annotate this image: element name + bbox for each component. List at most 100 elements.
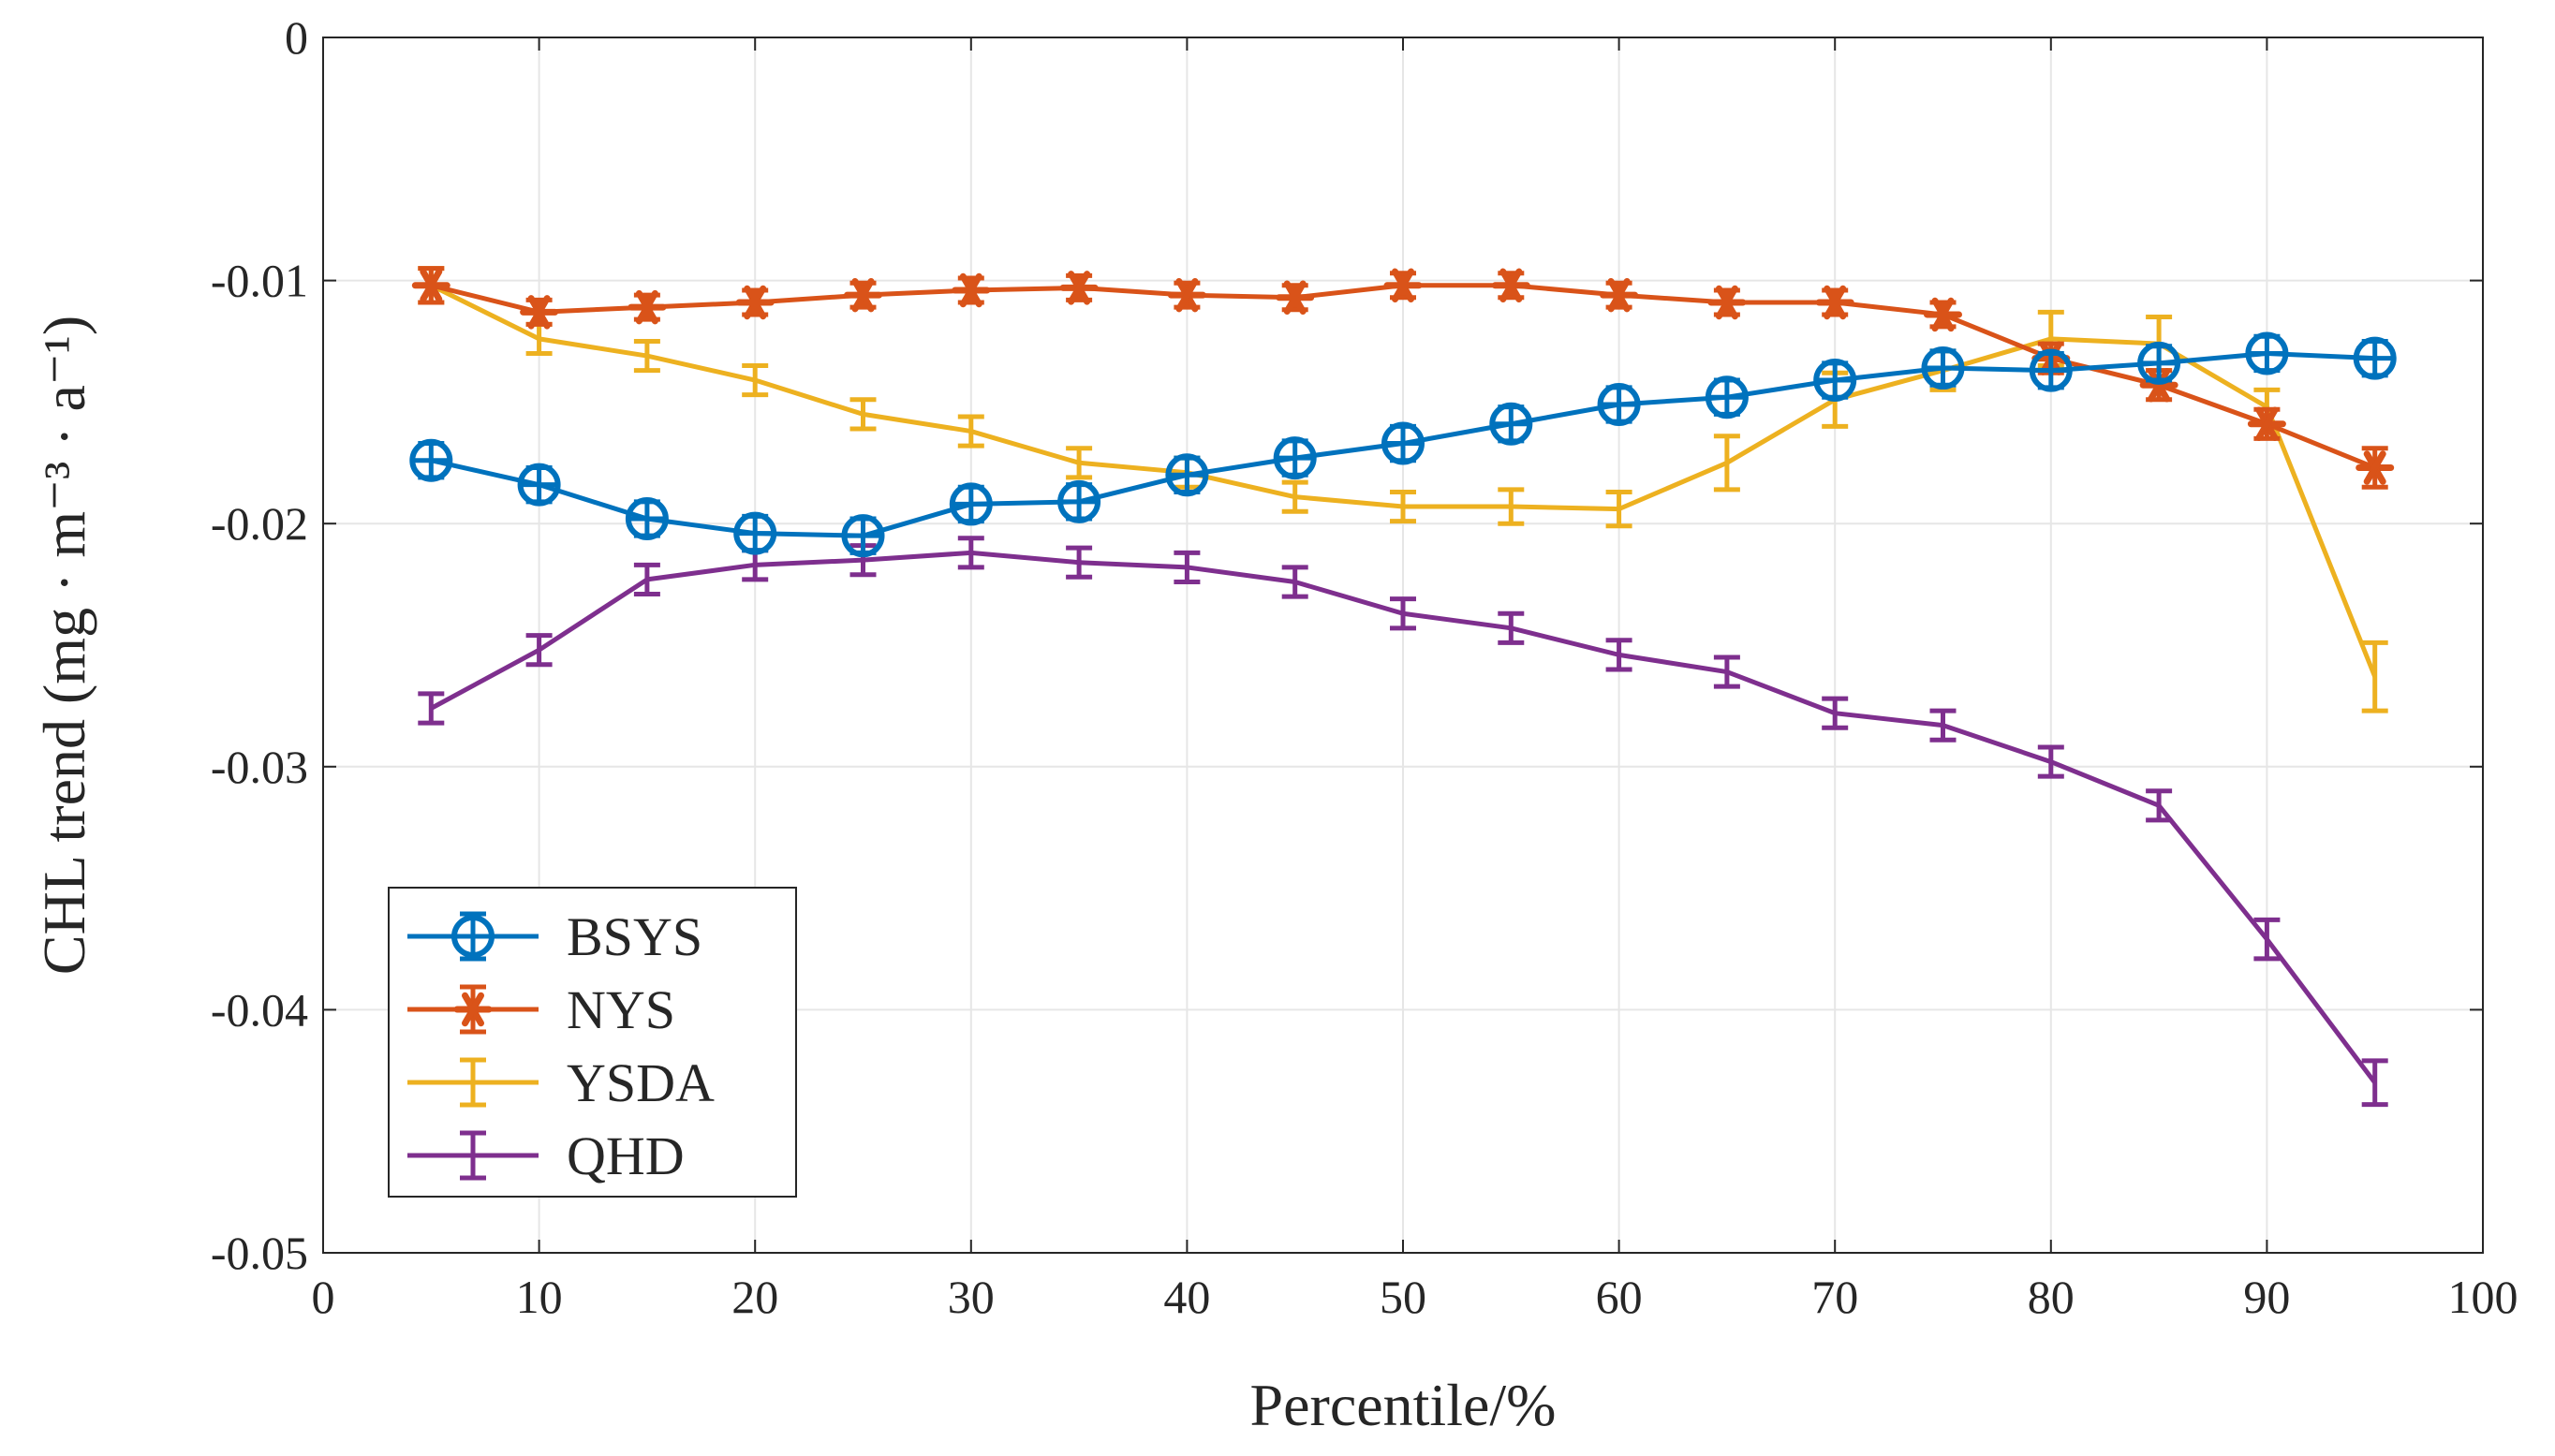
- x-tick-label: 10: [516, 1271, 563, 1323]
- data-point: [949, 482, 993, 526]
- legend-label: QHD: [567, 1125, 685, 1186]
- data-point: [2356, 450, 2395, 485]
- legend-item-ysda: YSDA: [407, 1052, 715, 1113]
- axis-ticks: 0 10 20 30 40 50 60 70 80 90 100 0 -0.01 -0.02 -0.03 -0…: [211, 11, 2518, 1323]
- asterisk-stroke: [1715, 285, 1738, 320]
- asterisk-stroke: [1068, 271, 1091, 305]
- x-tick-label: 20: [731, 1271, 778, 1323]
- data-point: [517, 463, 561, 507]
- data-point: [733, 511, 777, 555]
- error-bar: [2361, 640, 2388, 713]
- data-point: [1165, 453, 1209, 497]
- error-bar: [2253, 917, 2281, 962]
- series-bsys: [409, 331, 2397, 558]
- data-point: [1921, 346, 1965, 390]
- y-tick-label: -0.02: [211, 497, 308, 550]
- error-bar: [957, 414, 984, 449]
- data-point: [2137, 341, 2181, 385]
- error-bar: [1281, 565, 1308, 599]
- data-point: [1815, 285, 1854, 320]
- data-point: [1273, 436, 1317, 480]
- legend-item-nys: NYS: [407, 979, 675, 1040]
- asterisk-stroke: [1931, 297, 1955, 332]
- data-point: [1383, 268, 1423, 303]
- y-tick-label: -0.05: [211, 1227, 308, 1279]
- x-tick-label: 100: [2448, 1271, 2518, 1323]
- y-axis-label: CHL trend (mg · m⁻³ · a⁻¹): [31, 316, 97, 975]
- y-tick-label: 0: [285, 11, 308, 64]
- x-tick-label: 0: [312, 1271, 335, 1323]
- data-point: [841, 514, 885, 558]
- error-bar: [1390, 489, 1416, 524]
- legend: BSYS NYS YSDA QHD: [388, 887, 797, 1198]
- error-bar: [1066, 446, 1093, 480]
- data-point: [1813, 359, 1857, 403]
- asterisk-stroke: [851, 277, 875, 313]
- asterisk-stroke: [1175, 277, 1199, 313]
- data-point: [628, 289, 667, 325]
- data-point: [2029, 348, 2073, 392]
- data-point: [2247, 406, 2286, 441]
- data-point: [1059, 271, 1099, 305]
- legend-label: BSYS: [567, 906, 702, 967]
- x-tick-label: 30: [948, 1271, 995, 1323]
- error-bar: [1498, 487, 1525, 526]
- y-tick-label: -0.01: [211, 255, 308, 307]
- error-bar: [2146, 788, 2173, 823]
- asterisk-stroke: [635, 289, 658, 325]
- data-point: [1167, 277, 1206, 313]
- error-bar: [1066, 545, 1093, 580]
- error-bar: [1713, 434, 1740, 493]
- data-point: [1491, 268, 1530, 303]
- error-bar: [633, 562, 660, 596]
- asterisk-stroke: [420, 268, 443, 303]
- data-point: [952, 272, 991, 308]
- y-tick-label: -0.04: [211, 983, 308, 1036]
- error-bar: [1713, 654, 1740, 689]
- error-bar: [1174, 550, 1201, 585]
- asterisk-stroke: [1824, 285, 1847, 320]
- legend-label: NYS: [567, 979, 675, 1040]
- error-bar: [633, 339, 660, 374]
- asterisk-stroke: [2363, 450, 2386, 485]
- x-axis-label: Percentile/%: [1250, 1372, 1557, 1438]
- asterisk-stroke: [2255, 406, 2279, 441]
- data-point: [625, 497, 669, 541]
- data-point: [520, 295, 559, 330]
- data-point: [409, 438, 453, 482]
- series-qhd: [418, 536, 2388, 1108]
- data-point: [735, 285, 775, 320]
- data-point: [2353, 336, 2397, 380]
- x-tick-label: 80: [2028, 1271, 2075, 1323]
- asterisk-stroke: [527, 295, 551, 330]
- legend-item-qhd: QHD: [407, 1125, 685, 1186]
- y-tick-label: -0.03: [211, 741, 308, 793]
- error-bar: [1390, 596, 1416, 631]
- data-point: [844, 277, 882, 313]
- error-bar: [957, 536, 984, 570]
- asterisk-stroke: [462, 992, 484, 1027]
- x-tick-label: 70: [1811, 1271, 1858, 1323]
- error-bar: [1281, 479, 1308, 514]
- x-tick-label: 90: [2243, 1271, 2290, 1323]
- error-bar: [525, 633, 553, 668]
- data-point: [1057, 479, 1101, 523]
- asterisk-stroke: [1499, 268, 1523, 303]
- legend-item-bsys: BSYS: [407, 906, 702, 967]
- data-point: [1600, 277, 1639, 313]
- data-point: [1597, 382, 1641, 426]
- error-bar: [2037, 744, 2064, 779]
- series-layer: [409, 266, 2397, 1108]
- data-point: [1276, 280, 1315, 315]
- data-point: [1489, 402, 1533, 446]
- data-point: [2139, 368, 2178, 403]
- error-bar: [418, 691, 445, 726]
- data-point: [411, 268, 450, 303]
- error-bar: [1929, 708, 1957, 743]
- x-tick-label: 60: [1596, 1271, 1643, 1323]
- error-bar: [1605, 489, 1632, 529]
- data-point: [1705, 375, 1749, 419]
- data-point: [1924, 297, 1962, 332]
